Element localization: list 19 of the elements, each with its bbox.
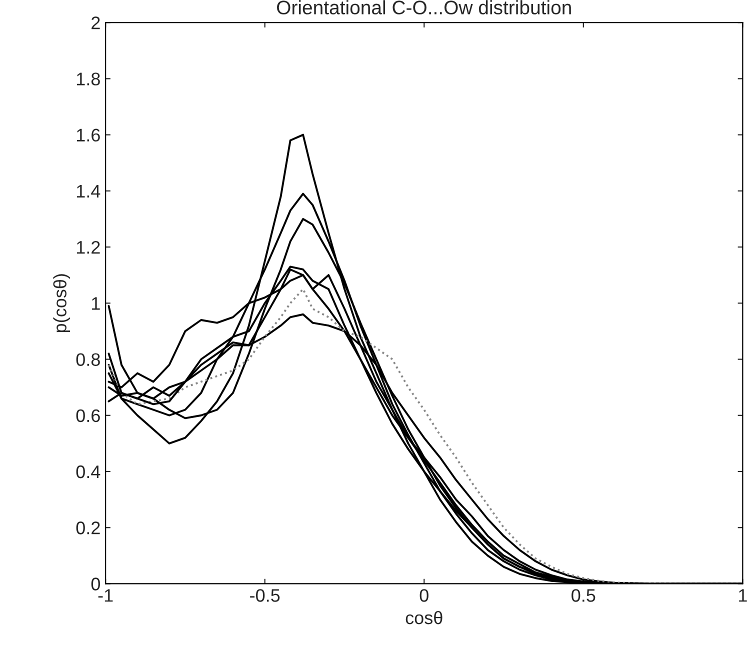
x-tick-label: 0 — [420, 589, 428, 602]
x-tick-label: -0.5 — [250, 589, 280, 602]
y-tick-label: 1.2 — [76, 240, 100, 254]
y-tick-label: 0 — [91, 578, 100, 590]
y-axis-title: p(cosθ) — [53, 274, 70, 332]
x-tick-label: 0.5 — [572, 589, 596, 602]
x-tick-label: -1 — [98, 589, 113, 602]
chart-title: Orientational C-O...Ow distribution — [277, 0, 571, 14]
x-tick-label: 1 — [739, 589, 747, 602]
y-tick-label: 1 — [92, 297, 100, 310]
y-tick-label: 0.6 — [76, 409, 100, 422]
y-tick-label: 0.4 — [76, 465, 100, 478]
y-tick-label: 0.8 — [76, 353, 100, 366]
y-tick-label: 2 — [92, 16, 100, 30]
y-tick-label: 0.2 — [76, 522, 100, 534]
x-axis-title: cosθ — [406, 610, 442, 624]
y-tick-label: 1.4 — [76, 185, 100, 198]
y-tick-label: 1.8 — [76, 72, 100, 86]
y-tick-label: 1.6 — [76, 128, 100, 142]
